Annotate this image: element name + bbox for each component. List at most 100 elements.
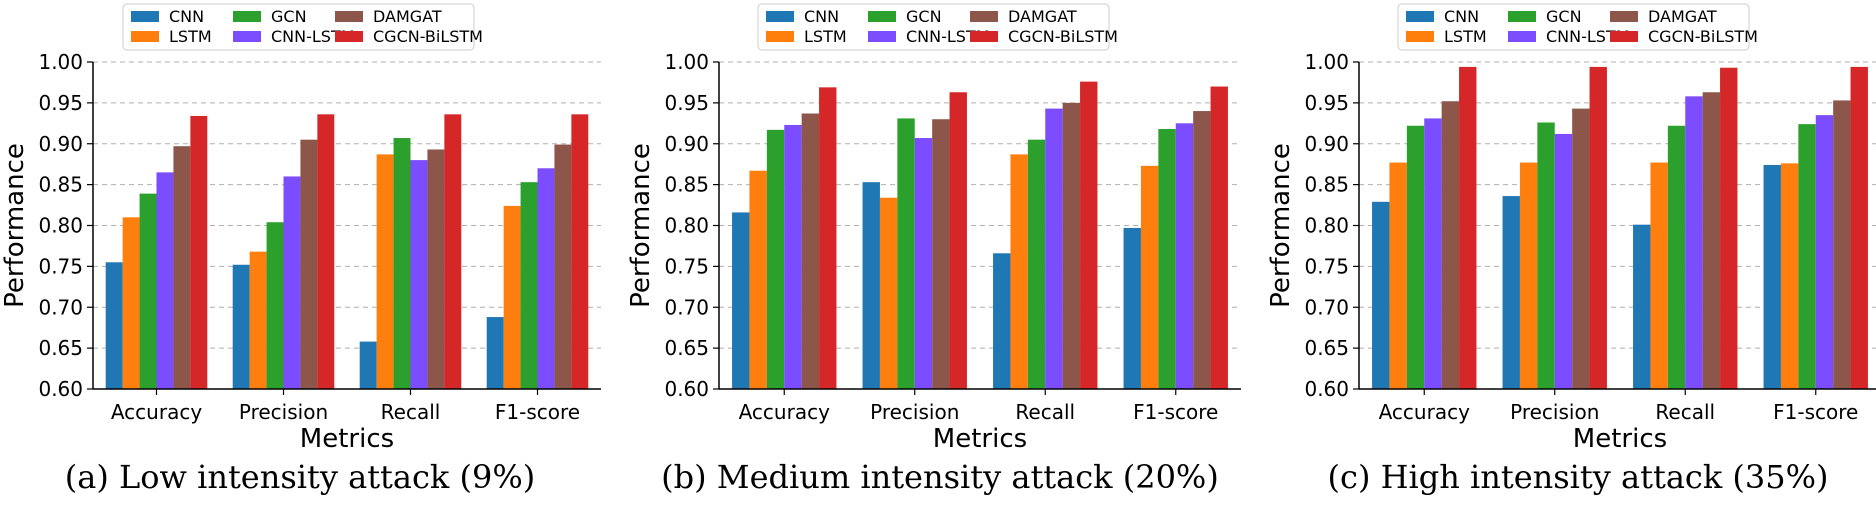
bar-cgcn-bilstm-accuracy <box>190 115 208 389</box>
bar-cnn-accuracy <box>732 212 750 389</box>
bar-lstm-accuracy <box>749 170 767 389</box>
bar-damgat-recall <box>1062 102 1081 389</box>
x-tick-label: F1-score <box>495 400 580 424</box>
y-tick-label: 0.85 <box>664 173 709 197</box>
legend-label-gcn: GCN <box>1546 7 1582 26</box>
legend-swatch-cnn-lstm <box>868 31 896 42</box>
legend-label-gcn: GCN <box>906 7 942 26</box>
y-tick-label: 0.75 <box>1304 254 1349 278</box>
legend-swatch-cgcn-bilstm <box>1610 31 1638 42</box>
y-tick-label: 0.80 <box>38 214 83 238</box>
x-tick-label: Precision <box>870 400 959 424</box>
y-tick-label: 0.80 <box>664 214 709 238</box>
legend-swatch-cnn <box>1406 11 1434 22</box>
legend-label-cgcn-bilstm: CGCN-BiLSTM <box>373 27 483 46</box>
bar-lstm-precision <box>879 197 898 389</box>
bar-cgcn-bilstm-accuracy <box>1459 66 1477 389</box>
legend-swatch-gcn <box>868 11 896 22</box>
bar-gcn-recall <box>1667 125 1686 389</box>
legend-swatch-damgat <box>970 11 998 22</box>
legend-label-cgcn-bilstm: CGCN-BiLSTM <box>1648 27 1758 46</box>
legend-frame <box>757 3 1110 51</box>
bar-cgcn-bilstm-precision <box>1589 66 1607 389</box>
y-tick-label: 1.00 <box>664 50 709 74</box>
x-axis-title: Metrics <box>933 424 1027 454</box>
bar-lstm-f1-score <box>1140 165 1159 389</box>
x-tick-label: Precision <box>1510 400 1599 424</box>
x-tick-label: Accuracy <box>1379 400 1470 424</box>
y-tick-label: 0.60 <box>38 377 83 401</box>
y-tick-label: 0.95 <box>664 91 709 115</box>
legend-swatch-cnn <box>131 11 159 22</box>
x-tick-label: Recall <box>1655 400 1715 424</box>
y-tick-label: 0.70 <box>664 295 709 319</box>
legend-label-cnn-lstm: CNN-LSTM <box>1546 27 1630 46</box>
bar-cgcn-bilstm-recall <box>1080 81 1098 390</box>
chart-panel-2: 0.60 0.65 0.70 0.75 0.80 0.85 0.90 0.95 1.00 Accu… <box>626 3 1241 496</box>
legend-swatch-lstm <box>766 31 794 42</box>
legend-swatch-gcn <box>233 11 261 22</box>
bar-damgat-f1-score <box>1833 100 1851 390</box>
legend-swatch-cnn <box>766 11 794 22</box>
y-tick-label: 0.80 <box>1304 214 1349 238</box>
x-tick-label: F1-score <box>1133 400 1218 424</box>
y-tick-label: 0.90 <box>664 132 709 156</box>
bar-damgat-recall <box>1702 92 1721 389</box>
y-tick-label: 0.65 <box>1304 336 1349 360</box>
legend-swatch-cnn-lstm <box>233 31 261 42</box>
legend-label-cnn-lstm: CNN-LSTM <box>271 27 355 46</box>
bar-damgat-precision <box>1572 108 1590 389</box>
bar-cgcn-bilstm-recall <box>1720 67 1738 389</box>
bar-lstm-precision <box>249 251 267 389</box>
legend-swatch-damgat <box>1610 11 1638 22</box>
y-axis-title: Performance <box>0 143 30 308</box>
bar-cgcn-bilstm-f1-score <box>1210 86 1228 390</box>
y-tick-label: 0.65 <box>664 336 709 360</box>
y-tick-label: 0.75 <box>664 254 709 278</box>
bar-cgcn-bilstm-precision <box>317 114 335 389</box>
y-tick-label: 0.70 <box>38 295 83 319</box>
bar-cnn-lstm-precision <box>1554 133 1573 389</box>
x-tick-label: Accuracy <box>111 400 202 424</box>
x-tick-label: Recall <box>381 400 441 424</box>
chart-panel-3: 0.60 0.65 0.70 0.75 0.80 0.85 0.90 0.95 1.00 Accu… <box>1266 3 1876 496</box>
bar-cnn-lstm-precision <box>283 176 301 389</box>
y-tick-label: 0.90 <box>1304 132 1349 156</box>
legend-swatch-cgcn-bilstm <box>335 31 363 42</box>
y-tick-label: 0.85 <box>1304 173 1349 197</box>
legend-swatch-damgat <box>335 11 363 22</box>
bar-cnn-precision <box>1502 196 1520 389</box>
y-tick-label: 0.75 <box>38 254 83 278</box>
y-tick-label: 0.95 <box>1304 91 1349 115</box>
panel-caption: (b) Medium intensity attack (20%) <box>661 458 1219 496</box>
bar-damgat-f1-score <box>554 144 572 389</box>
x-tick-label: Accuracy <box>739 400 830 424</box>
bar-lstm-precision <box>1519 162 1538 389</box>
legend-label-damgat: DAMGAT <box>1008 7 1077 26</box>
bar-cnn-precision <box>232 264 250 389</box>
bar-gcn-accuracy <box>1406 125 1425 389</box>
bar-cnn-lstm-recall <box>1045 108 1063 389</box>
bar-cgcn-bilstm-f1-score <box>1850 66 1868 389</box>
bar-lstm-accuracy <box>122 217 140 389</box>
bar-lstm-f1-score <box>503 205 521 389</box>
bar-cnn-recall <box>993 253 1011 389</box>
bar-gcn-recall <box>1027 139 1046 389</box>
bar-cnn-recall <box>1633 224 1651 389</box>
bar-lstm-accuracy <box>1389 162 1407 389</box>
bar-gcn-accuracy <box>766 129 785 390</box>
legend-label-cnn: CNN <box>169 7 204 26</box>
bar-cnn-lstm-recall <box>410 160 428 389</box>
bar-cnn-lstm-f1-score <box>537 168 555 389</box>
bar-damgat-accuracy <box>801 113 820 389</box>
panel-caption: (a) Low intensity attack (9%) <box>65 458 535 496</box>
legend-swatch-lstm <box>1406 31 1434 42</box>
bar-cnn-recall <box>359 341 377 389</box>
bar-cgcn-bilstm-f1-score <box>571 114 589 389</box>
bar-damgat-f1-score <box>1193 111 1211 390</box>
legend-label-gcn: GCN <box>271 7 307 26</box>
y-tick-label: 0.60 <box>1304 377 1349 401</box>
bar-lstm-recall <box>1010 154 1028 389</box>
